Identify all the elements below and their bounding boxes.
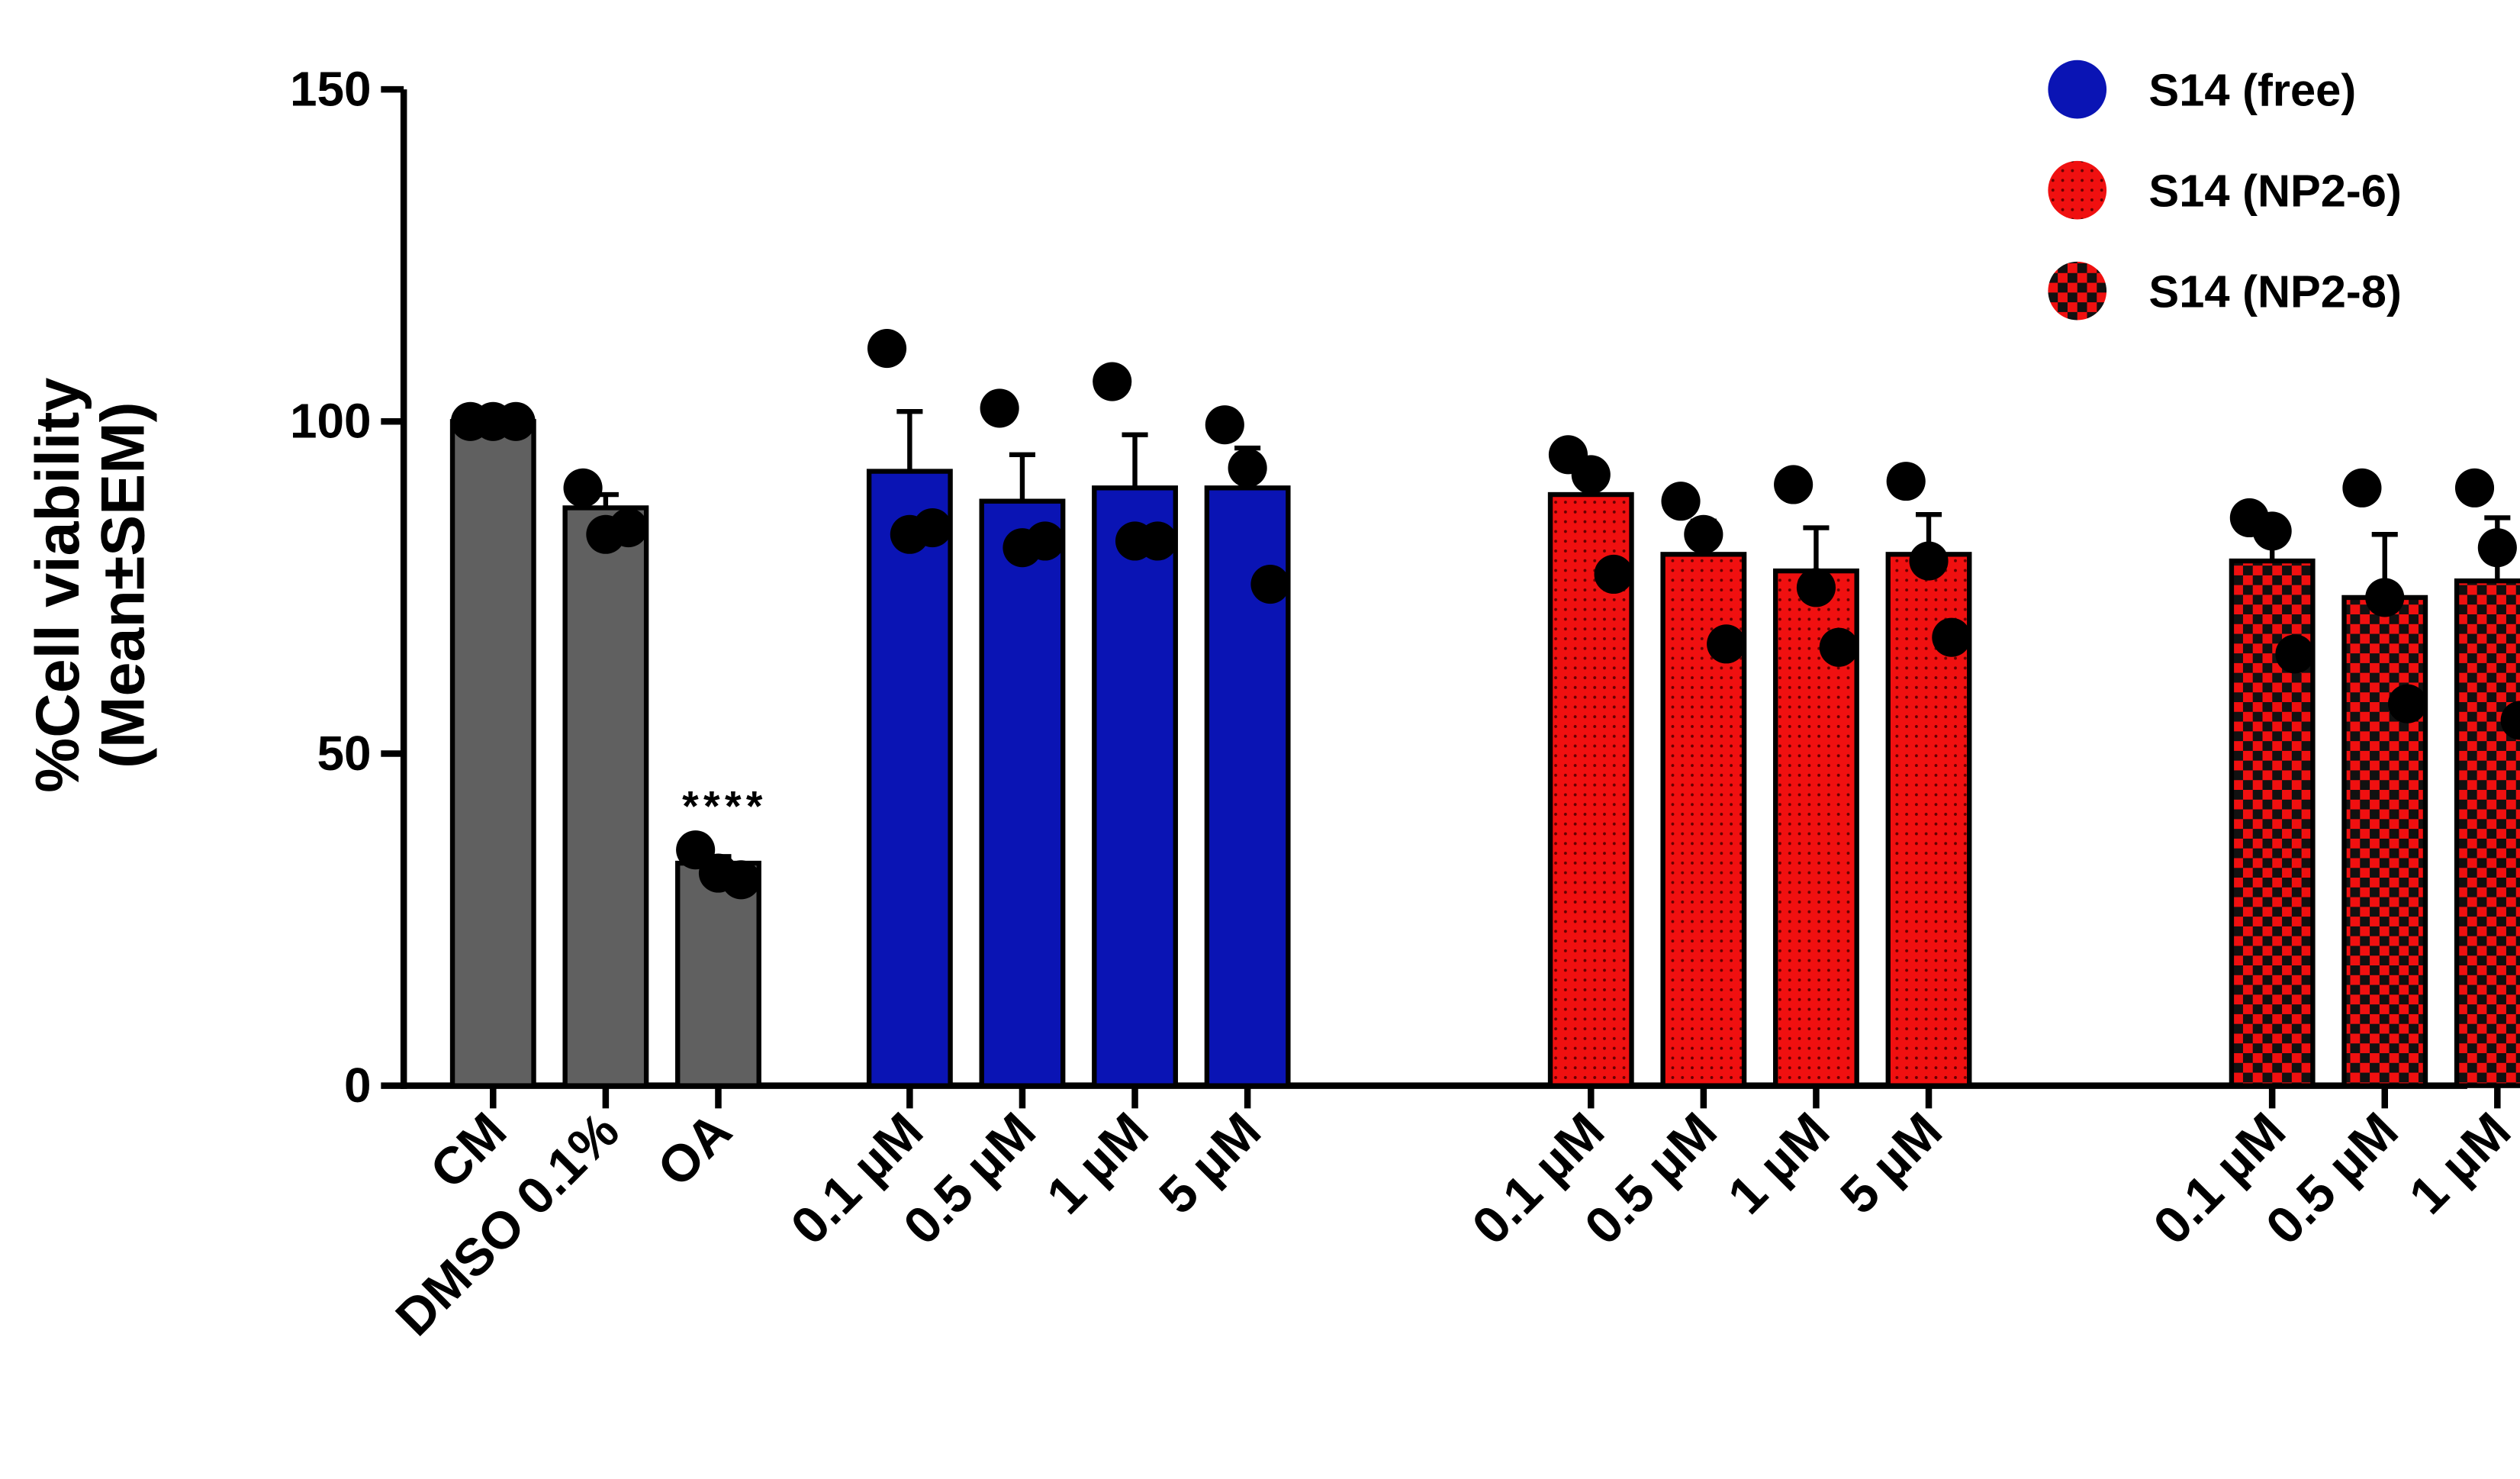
y-tick-label: 100 [290,394,372,449]
data-point [1819,627,1859,667]
data-point [1707,624,1746,664]
bar [866,469,953,1088]
data-point [867,329,907,369]
legend-marker [2048,60,2107,119]
data-point [721,860,761,900]
error-bar [896,409,923,472]
data-point [563,468,603,508]
data-point [496,401,536,441]
x-tick-label: 1 µM [1036,1101,1160,1225]
data-point [1909,541,1949,581]
data-point [609,508,649,548]
x-tick-label: 5 µM [2511,1101,2520,1225]
data-point [2252,511,2292,551]
data-point [1138,521,1177,561]
data-point [912,508,952,548]
data-point [1932,617,1971,657]
bar [449,419,536,1088]
bar [2454,578,2520,1088]
legend-marker [2048,160,2107,220]
data-point [2500,701,2520,740]
data-point [2388,684,2428,723]
data-point [1594,554,1633,594]
y-tick-label: 150 [290,61,372,116]
legend-label: S14 (NP2-8) [2148,266,2401,317]
error-bar [1009,452,1035,501]
data-point [2365,578,2405,617]
data-point [1205,405,1244,445]
x-tick-label: 1 µM [2398,1101,2520,1225]
x-tick-label: 1 µM [1717,1101,1841,1225]
data-point [1093,362,1132,401]
x-tick-label: CM [420,1101,518,1200]
legend-label: S14 (NP2-6) [2148,165,2401,216]
y-tick-label: 50 [317,726,372,781]
error-bar [1803,525,1830,572]
data-point [2275,634,2315,674]
data-point [980,388,1019,428]
x-tick-label: OA [646,1101,742,1197]
annotation: **** [682,783,768,830]
data-point [1886,462,1926,501]
x-tick-label: 5 µM [1830,1101,1953,1225]
data-point [1025,521,1065,561]
y-label: %Cell viability (Mean±SEM) [24,378,157,793]
error-bar [1122,432,1148,488]
bar [2341,594,2428,1088]
data-point [2477,528,2517,568]
y-label-line: (Mean±SEM) [89,401,157,768]
data-point [2342,468,2382,508]
bar [979,498,1066,1088]
data-point [1228,448,1267,488]
data-point [1250,564,1290,604]
y-label-line: %Cell viability [24,378,92,793]
bar [1092,485,1178,1088]
bar [1772,568,1859,1088]
data-point [1571,455,1611,495]
x-tick-label: 5 µM [1148,1101,1272,1225]
data-point [1796,568,1836,607]
data-point [1774,465,1814,504]
y-tick-label: 0 [344,1058,372,1113]
data-point [2454,468,2495,508]
bar [562,505,649,1088]
data-point [1661,482,1701,521]
legend-label: S14 (free) [2148,64,2356,115]
data-point [1684,514,1723,554]
legend-marker [2048,261,2107,321]
